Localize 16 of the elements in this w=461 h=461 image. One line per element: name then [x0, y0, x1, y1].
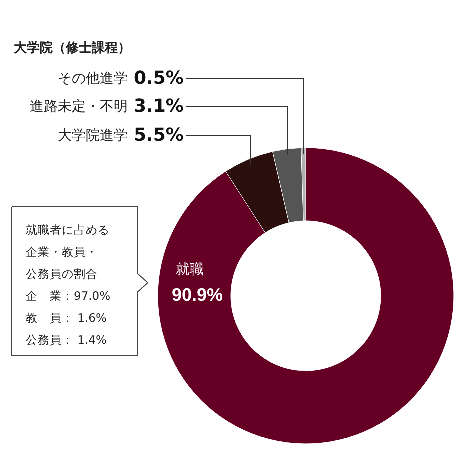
- text: 企業・教員・: [26, 245, 98, 259]
- slice-label: 進路未定・不明: [30, 99, 128, 115]
- text: 就職者に占める: [26, 223, 110, 237]
- slice-label: その他進学: [58, 71, 128, 87]
- slice-label: 就職: [176, 262, 204, 278]
- data-label: 3.1%: [134, 96, 184, 117]
- text: 教 員： 1.6%: [26, 311, 107, 325]
- chart-title: 大学院（修士課程）: [14, 40, 131, 56]
- data-label: 90.9%: [172, 285, 224, 305]
- text: 公務員： 1.4%: [26, 333, 107, 347]
- text: 公務員の割合: [26, 267, 98, 281]
- slice-label: 大学院進学: [58, 128, 128, 144]
- text: 企 業：97.0%: [26, 289, 111, 303]
- data-label: 5.5%: [134, 125, 184, 146]
- donut-slice: [158, 148, 454, 444]
- data-label: 0.5%: [134, 68, 184, 89]
